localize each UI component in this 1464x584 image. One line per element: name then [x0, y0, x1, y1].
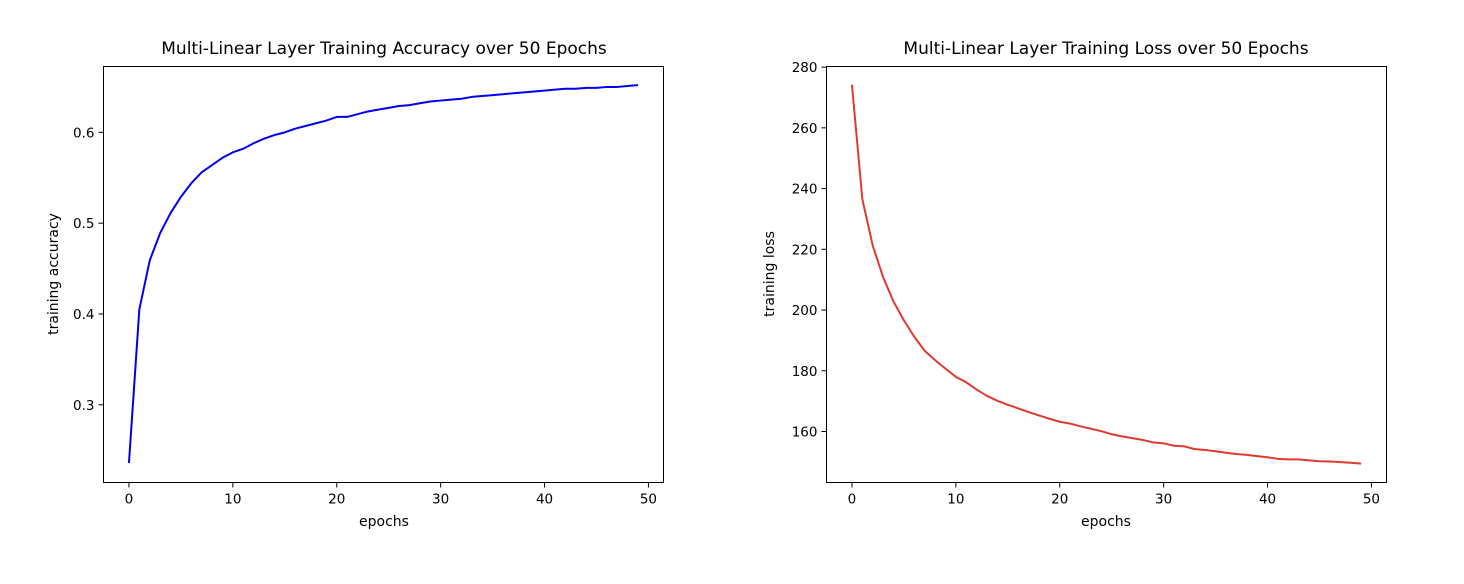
y-tick-label: 220 — [792, 242, 818, 258]
loss-chart: Multi-Linear Layer Training Loss over 50… — [762, 39, 1387, 530]
y-tick-label: 160 — [792, 424, 818, 440]
x-tick-label: 10 — [224, 492, 241, 508]
y-tick-label: 260 — [792, 121, 818, 137]
y-axis: 0.3 0.4 0.5 0.6 — [73, 125, 104, 414]
x-tick-label: 50 — [1363, 492, 1380, 508]
x-tick-label: 40 — [1259, 492, 1276, 508]
y-axis-label: training accuracy — [46, 213, 62, 335]
y-tick-label: 200 — [792, 303, 818, 319]
y-tick-label: 280 — [792, 60, 818, 76]
x-tick-label: 0 — [848, 492, 857, 508]
x-tick-label: 30 — [432, 492, 449, 508]
x-tick-label: 10 — [947, 492, 964, 508]
y-tick-label: 240 — [792, 182, 818, 198]
chart-title: Multi-Linear Layer Training Accuracy ove… — [161, 39, 607, 59]
x-axis: 0 10 20 30 40 50 — [848, 482, 1380, 508]
y-tick-label: 0.5 — [73, 216, 94, 232]
y-tick-label: 0.3 — [73, 398, 94, 414]
y-tick-label: 0.4 — [73, 307, 94, 323]
x-tick-label: 20 — [328, 492, 345, 508]
series-line-accuracy — [127, 84, 639, 464]
x-tick-label: 20 — [1051, 492, 1068, 508]
x-tick-label: 40 — [536, 492, 553, 508]
x-axis-label: epochs — [359, 514, 409, 530]
y-tick-label: 0.6 — [73, 125, 94, 141]
y-tick-label: 180 — [792, 364, 818, 380]
accuracy-chart: Multi-Linear Layer Training Accuracy ove… — [46, 39, 664, 530]
x-axis-label: epochs — [1081, 514, 1131, 530]
y-axis-label: training loss — [762, 231, 778, 317]
x-tick-label: 0 — [125, 492, 134, 508]
plot-frame — [103, 66, 664, 483]
plot-frame — [826, 66, 1387, 483]
chart-title: Multi-Linear Layer Training Loss over 50… — [903, 39, 1308, 59]
x-tick-label: 50 — [640, 492, 657, 508]
series-line-loss — [850, 84, 1362, 465]
y-axis: 160 180 200 220 240 260 280 — [792, 60, 827, 440]
x-axis: 0 10 20 30 40 50 — [125, 482, 657, 508]
x-tick-label: 30 — [1155, 492, 1172, 508]
